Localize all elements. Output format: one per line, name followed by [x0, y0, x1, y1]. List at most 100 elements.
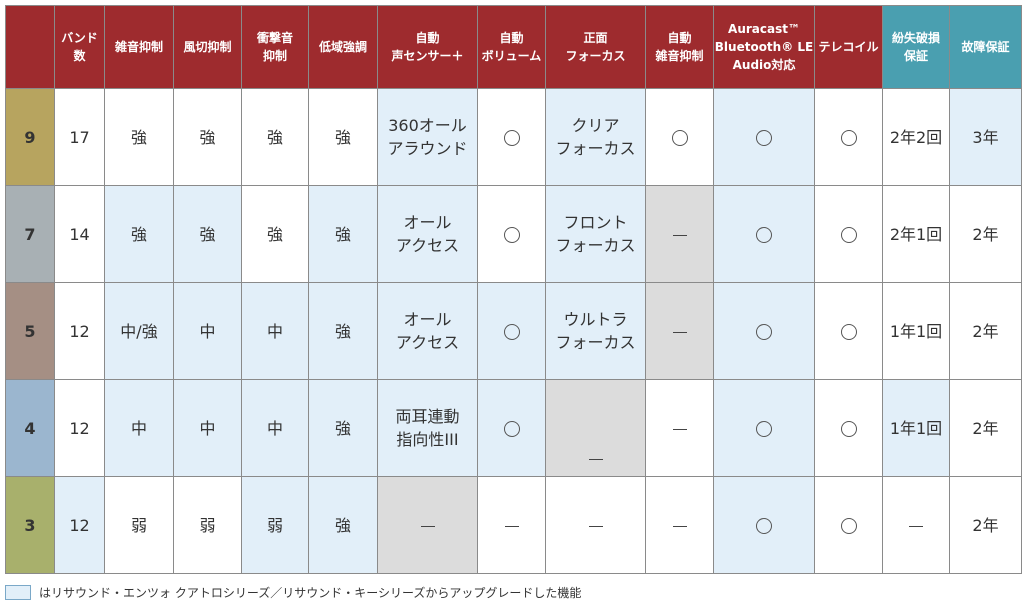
dash-icon	[588, 525, 603, 527]
check-circle-icon	[671, 130, 688, 146]
auto-noise-cell	[645, 185, 714, 283]
noise-cell: 弱	[104, 476, 174, 574]
check-circle-icon	[840, 324, 857, 340]
dash-icon	[672, 525, 687, 527]
voice-sensor-cell: 両耳連動 指向性III	[377, 379, 478, 477]
check-circle-icon	[840, 130, 857, 146]
auracast-cell	[713, 476, 815, 574]
front-focus-cell: クリア フォーカス	[545, 88, 646, 186]
dash-icon	[909, 525, 923, 527]
table-row: 7 14 強 強 強 強 オール アクセス フロント フォーカス 2年1回 2年	[5, 185, 1022, 283]
tier-cell: 3	[5, 476, 55, 574]
legend: はリサウンド・エンツォ クアトロシリーズ／リサウンド・キーシリーズからアップグレ…	[5, 583, 581, 601]
bass-cell: 強	[308, 476, 378, 574]
front-focus-cell: ウルトラ フォーカス	[545, 282, 646, 380]
check-circle-icon	[756, 518, 772, 534]
repair-warranty-cell: 2年	[949, 185, 1022, 283]
telecoil-cell	[814, 282, 883, 380]
bands-cell: 14	[54, 185, 105, 283]
header-cell-repair-warranty: 故障保証	[949, 5, 1022, 89]
check-circle-icon	[840, 518, 857, 534]
bands-cell: 17	[54, 88, 105, 186]
repair-warranty-cell: 2年	[949, 282, 1022, 380]
impact-cell: 強	[241, 88, 309, 186]
impact-cell: 強	[241, 185, 309, 283]
tier-cell: 9	[5, 88, 55, 186]
front-focus-cell	[545, 476, 646, 574]
auto-noise-cell	[645, 476, 714, 574]
tier-cell: 4	[5, 379, 55, 477]
check-circle-icon	[756, 421, 772, 437]
noise-cell: 強	[104, 185, 174, 283]
wind-cell: 中	[173, 379, 242, 477]
auto-noise-cell	[645, 88, 714, 186]
auto-volume-cell	[477, 379, 546, 477]
dash-icon	[588, 458, 603, 460]
noise-cell: 中/強	[104, 282, 174, 380]
header-cell-loss-damage-warranty: 紛失破損 保証	[882, 5, 950, 89]
front-focus-cell	[545, 379, 646, 477]
auto-noise-cell	[645, 379, 714, 477]
auto-volume-cell	[477, 282, 546, 380]
impact-cell: 中	[241, 282, 309, 380]
auto-volume-cell	[477, 476, 546, 574]
front-focus-cell: フロント フォーカス	[545, 185, 646, 283]
check-circle-icon	[840, 227, 857, 243]
auto-volume-cell	[477, 185, 546, 283]
repair-warranty-cell: 2年	[949, 379, 1022, 477]
auto-noise-cell	[645, 282, 714, 380]
loss-warranty-cell: 1年1回	[882, 282, 950, 380]
auracast-cell	[713, 88, 815, 186]
voice-sensor-cell: 360オール アラウンド	[377, 88, 478, 186]
loss-warranty-cell: 2年2回	[882, 88, 950, 186]
dash-icon	[672, 234, 687, 236]
header-cell-auto-noise-suppression: 自動 雑音抑制	[645, 5, 714, 89]
tier-cell: 5	[5, 282, 55, 380]
telecoil-cell	[814, 476, 883, 574]
check-circle-icon	[756, 130, 772, 146]
bands-cell: 12	[54, 476, 105, 574]
check-circle-icon	[756, 324, 772, 340]
dash-icon	[672, 428, 687, 430]
noise-cell: 中	[104, 379, 174, 477]
impact-cell: 中	[241, 379, 309, 477]
check-circle-icon	[503, 227, 520, 243]
wind-cell: 中	[173, 282, 242, 380]
header-cell-auto-volume: 自動 ボリューム	[477, 5, 546, 89]
wind-cell: 強	[173, 88, 242, 186]
noise-cell: 強	[104, 88, 174, 186]
legend-text: はリサウンド・エンツォ クアトロシリーズ／リサウンド・キーシリーズからアップグレ…	[39, 585, 582, 600]
voice-sensor-cell: オール アクセス	[377, 282, 478, 380]
voice-sensor-cell: オール アクセス	[377, 185, 478, 283]
telecoil-cell	[814, 88, 883, 186]
check-circle-icon	[503, 324, 520, 340]
header-cell-bands: バンド 数	[54, 5, 105, 89]
wind-cell: 強	[173, 185, 242, 283]
loss-warranty-cell	[882, 476, 950, 574]
repair-warranty-cell: 3年	[949, 88, 1022, 186]
auracast-cell	[713, 282, 815, 380]
auracast-cell	[713, 185, 815, 283]
header-cell-auracast: Auracast™ Bluetooth® LE Audio対応	[713, 5, 815, 89]
repair-warranty-cell: 2年	[949, 476, 1022, 574]
bands-cell: 12	[54, 282, 105, 380]
check-circle-icon	[503, 421, 520, 437]
check-circle-icon	[503, 130, 520, 146]
feature-comparison-table: バンド 数 雑音抑制 風切抑制 衝撃音 抑制 低域強調 自動 声センサー＋ 自動…	[5, 5, 1022, 574]
header-cell-wind-suppression: 風切抑制	[173, 5, 242, 89]
header-cell-telecoil: テレコイル	[814, 5, 883, 89]
bass-cell: 強	[308, 379, 378, 477]
bands-cell: 12	[54, 379, 105, 477]
voice-sensor-cell	[377, 476, 478, 574]
loss-warranty-cell: 1年1回	[882, 379, 950, 477]
table-row: 5 12 中/強 中 中 強 オール アクセス ウルトラ フォーカス 1年1回 …	[5, 282, 1022, 380]
legend-swatch	[5, 584, 31, 600]
header-cell-noise-suppression: 雑音抑制	[104, 5, 174, 89]
bass-cell: 強	[308, 185, 378, 283]
wind-cell: 弱	[173, 476, 242, 574]
check-circle-icon	[756, 227, 772, 243]
header-cell-blank	[5, 5, 55, 89]
header-cell-bass-boost: 低域強調	[308, 5, 378, 89]
impact-cell: 弱	[241, 476, 309, 574]
header-cell-auto-voice-sensor: 自動 声センサー＋	[377, 5, 478, 89]
